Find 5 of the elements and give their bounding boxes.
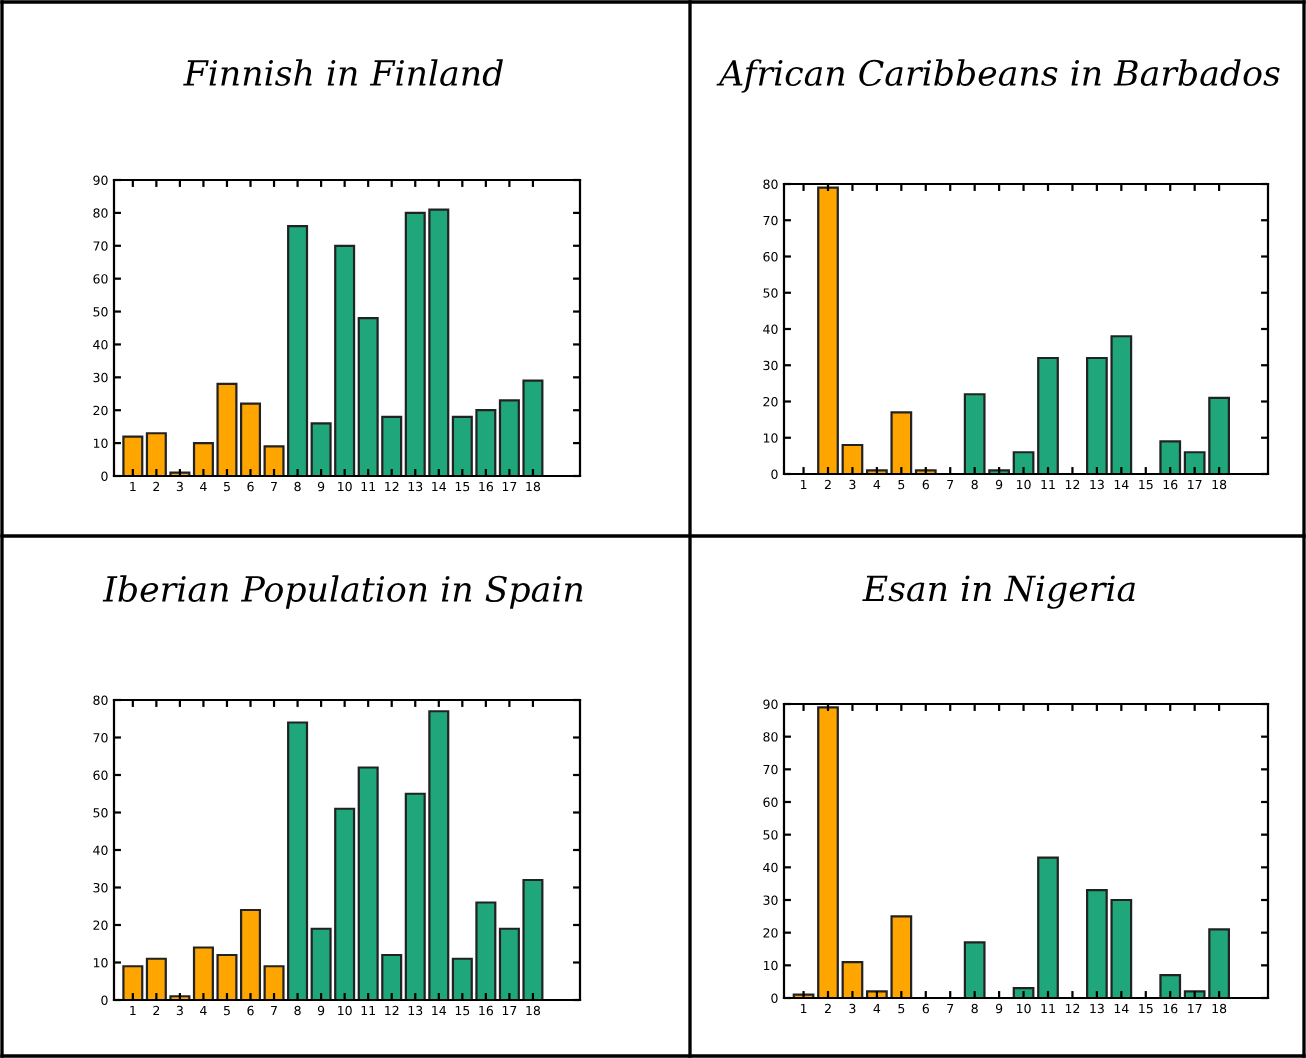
chart-title: Finnish in Finland [183,59,503,87]
chart-title: African Caribbeans in Barbados [716,59,1280,93]
bar [963,941,986,998]
chart-title: Esan in Nigeria [862,575,1135,609]
chart-title: Iberian Population in Spain [102,575,583,609]
